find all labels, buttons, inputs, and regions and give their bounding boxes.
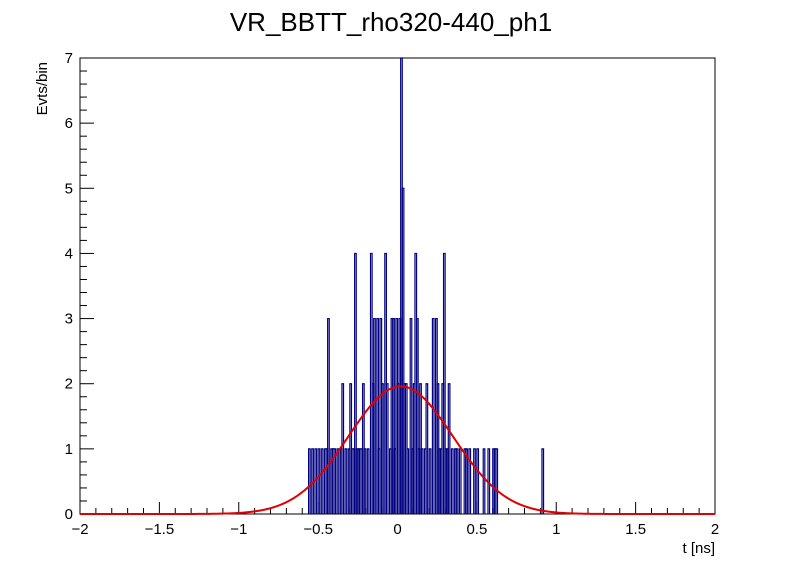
x-tick-label: −2 <box>71 521 88 538</box>
histogram-bin <box>431 317 435 514</box>
y-tick-label: 1 <box>65 441 73 458</box>
histogram-bin <box>317 448 321 514</box>
y-tick-label: 3 <box>65 311 73 328</box>
plot-area: −2 −1.5 −1 −0.5 0 0.5 1 1.5 2 0 1 2 3 4 5 6 7 <box>65 50 720 538</box>
y-axis-label: Evts/bin <box>34 62 51 115</box>
x-tick-label: 1 <box>552 521 560 538</box>
histogram-bin <box>447 383 451 514</box>
histogram-bin <box>468 448 472 514</box>
histogram-bin <box>465 448 468 514</box>
histogram-bin <box>366 448 370 514</box>
histogram-bin <box>320 448 324 514</box>
histogram-bin <box>354 252 357 514</box>
histogram-bin <box>428 448 432 514</box>
histogram-series <box>308 57 545 514</box>
histogram-bin <box>344 448 348 514</box>
x-tick-label: 0 <box>393 521 401 538</box>
histogram-bin <box>473 448 476 514</box>
histogram-bin <box>333 448 337 514</box>
y-tick-label: 6 <box>65 115 73 132</box>
histogram-bin <box>458 448 462 514</box>
histogram-bin <box>336 448 340 514</box>
histogram-bin <box>476 448 480 514</box>
histogram-bin <box>541 448 545 514</box>
histogram-bin <box>363 448 367 514</box>
histogram-bin <box>425 383 429 514</box>
histogram-bin <box>415 317 419 514</box>
histogram-bin <box>381 383 384 514</box>
histogram-bin <box>341 383 345 514</box>
histogram-bin <box>373 317 376 514</box>
histogram-bin <box>455 448 459 514</box>
x-tick-label: 0.5 <box>466 521 487 538</box>
histogram-bin <box>420 448 424 514</box>
y-tick-label: 0 <box>65 506 73 523</box>
histogram-bin <box>385 383 389 514</box>
x-tick-label: 2 <box>711 521 719 538</box>
histogram-bin <box>376 317 380 514</box>
y-tick-label: 7 <box>65 50 73 67</box>
y-tick-label: 4 <box>65 245 73 262</box>
histogram-bin <box>482 448 486 514</box>
x-tick-label: −1.5 <box>145 521 175 538</box>
histogram-bin <box>401 187 405 514</box>
x-tick-label: 1.5 <box>625 521 646 538</box>
histogram-bin <box>409 317 413 514</box>
gaussian-fit-line <box>80 385 715 515</box>
x-tick-label: −0.5 <box>303 521 333 538</box>
chart-title: VR_BBTT_rho320-440_ph1 <box>230 7 552 37</box>
histogram-bin <box>327 317 330 514</box>
histogram-bin <box>495 448 499 514</box>
x-tick-label: −1 <box>230 521 247 538</box>
histogram-bin <box>450 448 454 514</box>
y-tick-label: 2 <box>65 376 73 393</box>
histogram-bin <box>406 448 410 514</box>
histogram-bin <box>308 448 311 514</box>
x-axis-label: t [ns] <box>682 540 715 557</box>
y-tick-label: 5 <box>65 180 73 197</box>
histogram-bin <box>442 252 446 514</box>
histogram-bin <box>392 317 395 514</box>
